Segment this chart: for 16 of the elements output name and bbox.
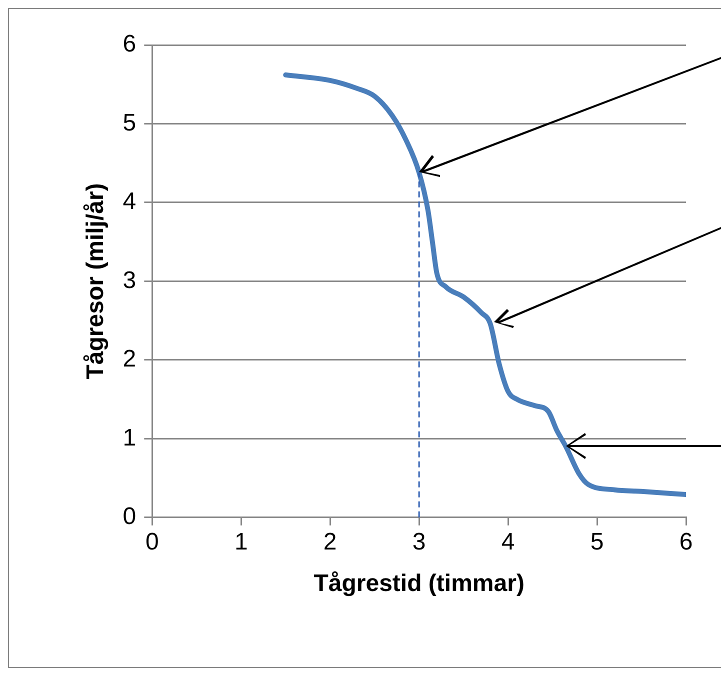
y-axis-title: Tågresor (milj/år) bbox=[82, 183, 110, 380]
x-tick-label: 1 bbox=[234, 528, 248, 556]
y-tick-label: 0 bbox=[122, 503, 136, 530]
x-tick-label: 5 bbox=[590, 528, 604, 556]
y-tick-label: 1 bbox=[122, 424, 136, 452]
x-tick-label: 6 bbox=[679, 528, 693, 556]
y-tick-label: 5 bbox=[122, 109, 136, 136]
y-tick-label: 2 bbox=[122, 346, 136, 373]
y-tick-label: 4 bbox=[122, 188, 136, 216]
x-tick-label: 3 bbox=[412, 528, 426, 556]
x-axis-title: Tågrestid (timmar) bbox=[314, 570, 524, 598]
x-tick-label: 4 bbox=[501, 528, 515, 556]
x-tick-label: 0 bbox=[145, 528, 159, 556]
y-tick-label: 3 bbox=[122, 266, 136, 294]
y-tick-label: 6 bbox=[122, 30, 136, 58]
x-tick-label: 2 bbox=[323, 528, 337, 556]
